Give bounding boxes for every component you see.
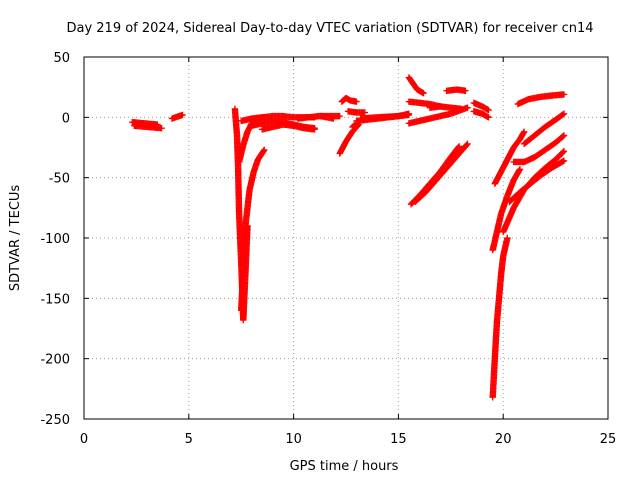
- data-point: [361, 109, 369, 116]
- data-point: [559, 111, 567, 118]
- x-tick-label: 15: [390, 432, 407, 447]
- data-point: [464, 140, 471, 148]
- y-tick-label: 0: [62, 111, 70, 126]
- x-tick-label: 0: [80, 432, 88, 447]
- data-point: [330, 115, 337, 122]
- series-arc-03: [168, 111, 186, 122]
- data-point: [455, 143, 463, 150]
- data-point: [560, 91, 568, 98]
- y-tick-label: -250: [40, 413, 70, 428]
- x-axis-label: GPS time / hours: [290, 459, 399, 474]
- data-point: [560, 147, 568, 155]
- data-point: [261, 146, 268, 154]
- data-points: [129, 74, 568, 401]
- data-point: [420, 90, 427, 97]
- data-point: [485, 114, 492, 121]
- data-point: [158, 124, 165, 132]
- data-point: [405, 111, 413, 119]
- series-arc-26: [411, 140, 471, 205]
- series-arc-09: [258, 121, 318, 133]
- series-arc-31: [506, 157, 568, 205]
- x-tick-label: 25: [600, 432, 617, 447]
- data-point: [559, 132, 567, 140]
- series-arc-29: [491, 128, 528, 187]
- series-arc-14: [344, 108, 369, 116]
- series-arc-24: [470, 108, 492, 121]
- series-arc-34: [514, 91, 568, 108]
- chart-title: Day 219 of 2024, Sidereal Day-to-day VTE…: [66, 21, 593, 36]
- y-axis-label: SDTVAR / TECUs: [8, 185, 23, 292]
- data-point: [455, 143, 462, 151]
- axis-ticks: [83, 56, 609, 420]
- series-arc-25: [407, 143, 463, 208]
- x-tick-labels: 0 5 10 15 20 25: [80, 432, 616, 447]
- data-point: [560, 110, 568, 117]
- data-point: [462, 87, 469, 94]
- data-point: [516, 166, 524, 173]
- data-point: [560, 157, 568, 164]
- data-point: [336, 112, 343, 120]
- series-arc-06: [238, 146, 268, 314]
- series-arc-11: [317, 112, 337, 122]
- y-tick-label: -50: [49, 172, 70, 187]
- data-point: [485, 106, 492, 114]
- data-point: [559, 148, 567, 156]
- series-arc-22: [426, 103, 465, 113]
- data-point: [353, 98, 360, 105]
- series-arc-02: [131, 122, 165, 132]
- data-point: [504, 234, 511, 242]
- y-tick-label: 50: [53, 51, 70, 66]
- series-arc-28: [489, 166, 524, 254]
- data-point: [464, 104, 471, 111]
- data-point: [520, 128, 528, 136]
- y-tick-label: -100: [40, 232, 70, 247]
- series-arc-32: [510, 132, 568, 166]
- series-arc-23: [470, 99, 492, 114]
- data-point: [458, 105, 465, 113]
- series-arc-12: [338, 94, 360, 105]
- series-arc-33: [520, 110, 568, 148]
- series-arc-17: [357, 111, 413, 122]
- data-point: [560, 132, 568, 139]
- data-point: [311, 126, 318, 133]
- data-point: [463, 141, 471, 148]
- series-arc-18: [405, 74, 427, 97]
- x-tick-label: 10: [285, 432, 302, 447]
- x-tick-label: 20: [495, 432, 512, 447]
- series-arc-21: [443, 86, 469, 94]
- data-point: [179, 111, 186, 119]
- x-tick-label: 5: [185, 432, 193, 447]
- y-tick-label: -150: [40, 292, 70, 307]
- series-arc-27: [489, 234, 511, 401]
- y-tick-labels: 50 0 -50 -100 -150 -200 -250: [40, 51, 70, 428]
- y-tick-label: -200: [40, 353, 70, 368]
